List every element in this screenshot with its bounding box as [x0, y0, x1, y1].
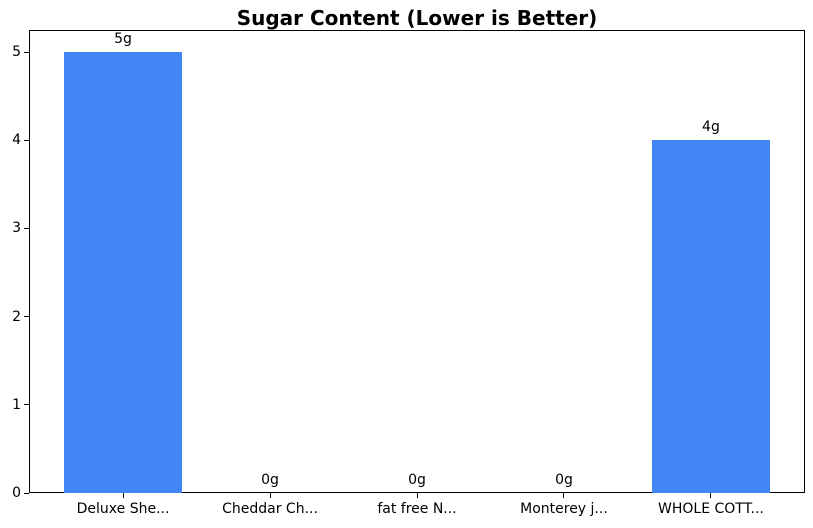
bar-value-label: 5g — [114, 31, 132, 48]
y-tick-mark — [24, 404, 29, 406]
x-tick-label: Monterey j... — [520, 501, 608, 517]
x-tick-label: WHOLE COTT... — [658, 501, 764, 517]
x-tick-label: Deluxe She... — [76, 501, 170, 517]
y-tick-label: 5 — [12, 44, 21, 61]
bar-value-label: 0g — [261, 472, 279, 488]
bar — [64, 52, 182, 493]
y-tick-mark — [24, 139, 29, 141]
y-tick-label: 3 — [12, 220, 21, 237]
y-tick-mark — [24, 51, 29, 53]
y-tick-mark — [24, 316, 29, 318]
y-tick-label: 2 — [12, 308, 21, 325]
bar-value-label: 4g — [702, 119, 720, 136]
y-tick-label: 0 — [12, 485, 21, 501]
x-tick-label: Cheddar Ch... — [222, 501, 318, 517]
bar-value-label: 0g — [555, 472, 573, 488]
bar — [652, 140, 770, 493]
bar-value-label: 0g — [408, 472, 426, 488]
x-tick-mark — [710, 493, 712, 498]
x-tick-label: fat free N... — [377, 501, 457, 517]
x-tick-mark — [269, 493, 271, 498]
y-tick-mark — [24, 492, 29, 494]
x-tick-mark — [416, 493, 418, 498]
chart-title: Sugar Content (Lower is Better) — [236, 6, 598, 30]
x-tick-mark — [122, 493, 124, 498]
y-tick-label: 1 — [12, 396, 21, 413]
y-tick-label: 4 — [12, 132, 21, 149]
y-tick-mark — [24, 227, 29, 229]
x-tick-mark — [563, 493, 565, 498]
